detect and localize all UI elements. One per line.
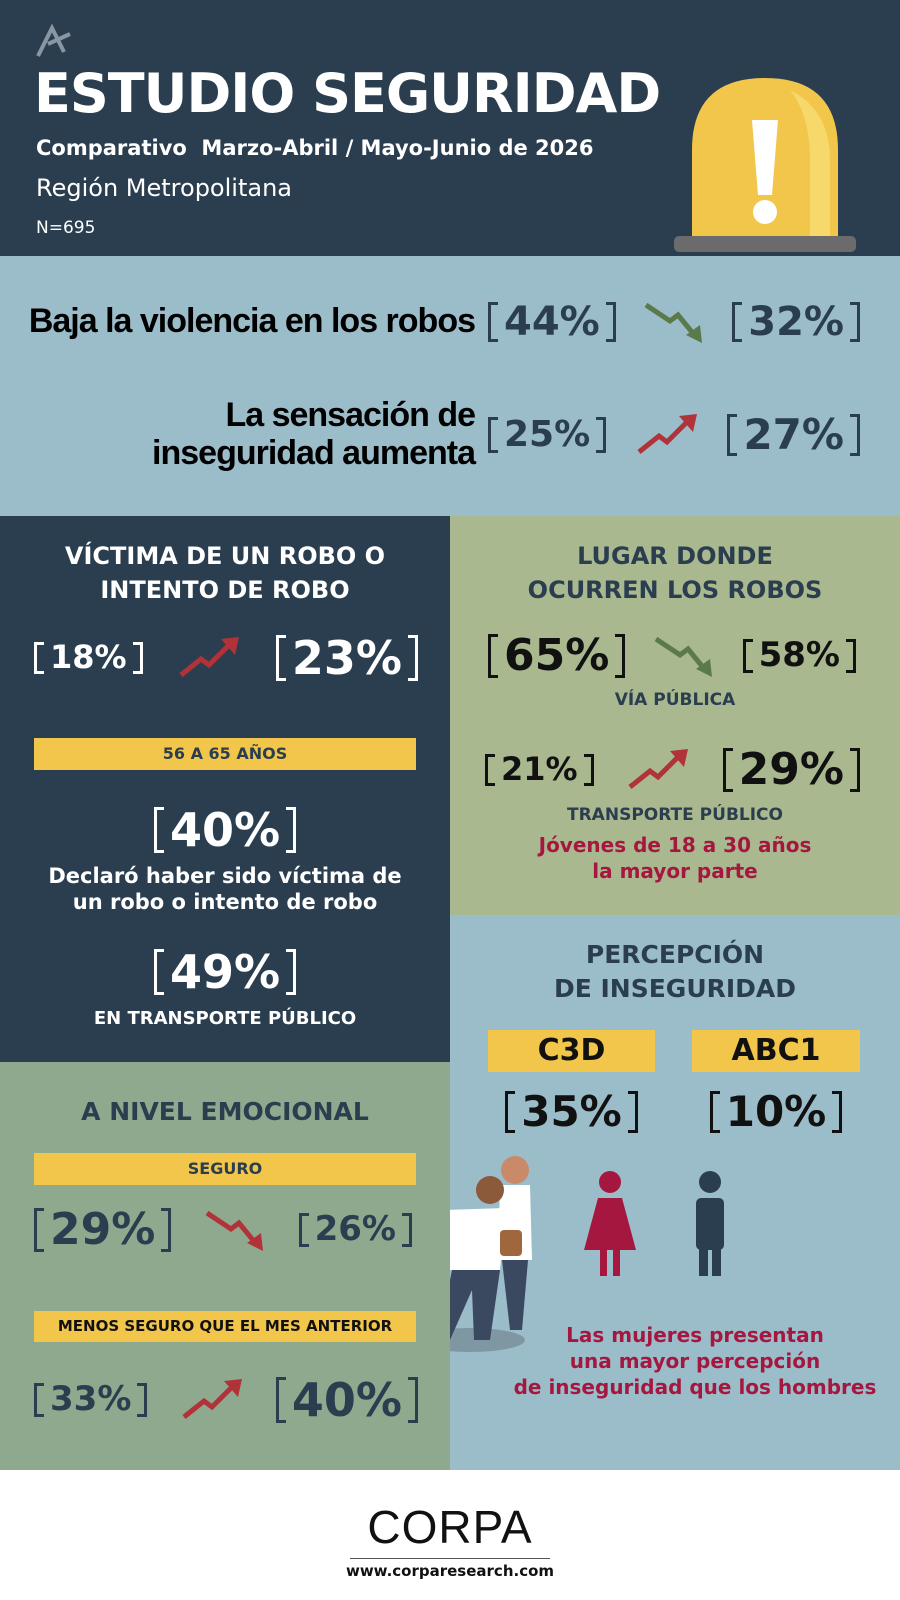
item-label: SEGURO — [34, 1153, 416, 1185]
section-title: DE INSEGURIDAD — [553, 974, 797, 1003]
value-before: 33% — [34, 1380, 148, 1418]
place-label: TRANSPORTE PÚBLICO — [567, 805, 783, 825]
value-before: 29% — [34, 1205, 172, 1254]
age-value: 40% — [153, 805, 297, 856]
value-before: 65% — [488, 631, 626, 680]
perception-note: una mayor percepción — [569, 1349, 821, 1373]
divider — [350, 1558, 550, 1559]
value-after: 40% — [275, 1375, 419, 1426]
arrow-up — [628, 749, 689, 789]
arrow-up — [179, 637, 240, 677]
subtitle: Comparativo Marzo-Abril / Mayo-Junio de … — [36, 136, 594, 160]
value-after: 32% — [732, 300, 860, 344]
section-title: INTENTO DE ROBO — [100, 576, 350, 604]
arrow-down — [205, 1210, 263, 1251]
value-after: 23% — [275, 633, 419, 684]
section-title: A NIVEL EMOCIONAL — [81, 1097, 369, 1126]
victims-panel — [0, 516, 450, 1062]
place-note: Jóvenes de 18 a 30 años — [538, 833, 812, 857]
sample: N=695 — [36, 218, 96, 238]
value-before: 25% — [488, 415, 607, 455]
place-note: la mayor parte — [592, 859, 758, 883]
group-name: ABC1 — [692, 1030, 860, 1072]
transport-value: 49% — [153, 947, 297, 998]
value-after: 27% — [727, 411, 860, 458]
perception-note: de inseguridad que los hombres — [513, 1375, 877, 1399]
place-label: VÍA PÚBLICA — [614, 690, 736, 710]
section-title: LUGAR DONDE — [577, 542, 773, 570]
value-after: 26% — [298, 1210, 413, 1248]
arrow-up — [182, 1379, 242, 1419]
url: www.corparesearch.com — [345, 1562, 555, 1580]
arrow-down — [644, 302, 702, 343]
region: Región Metropolitana — [36, 174, 292, 202]
item-label: MENOS SEGURO QUE EL MES ANTERIOR — [34, 1311, 416, 1342]
section-title: OCURREN LOS ROBOS — [527, 576, 823, 604]
value-after: 29% — [722, 745, 861, 794]
age-group: 56 A 65 AÑOS — [34, 738, 416, 770]
arrow-up — [637, 414, 697, 454]
logo-icon — [36, 24, 71, 57]
age-note: un robo o intento de robo — [72, 890, 378, 914]
age-note: Declaró haber sido víctima de — [48, 864, 402, 888]
alarm-illustration — [674, 78, 856, 252]
arrow-down — [654, 636, 712, 677]
value-before: 44% — [488, 300, 616, 344]
value-before: 21% — [485, 752, 594, 787]
group-value: 10% — [709, 1088, 843, 1135]
brand: CORPA — [367, 1501, 533, 1553]
highlight-label: Baja la violencia en los robos — [28, 302, 476, 340]
perception-note: Las mujeres presentan — [566, 1323, 824, 1347]
places-panel — [450, 516, 900, 915]
section-title: VÍCTIMA DE UN ROBO O — [64, 542, 386, 570]
group-name: C3D — [488, 1030, 655, 1072]
transport-label: EN TRANSPORTE PÚBLICO — [93, 1008, 357, 1029]
highlights-band — [0, 256, 900, 516]
value-after: 58% — [742, 636, 857, 674]
highlight-label: inseguridad aumenta — [152, 434, 476, 472]
group-value: 35% — [505, 1088, 638, 1135]
emotional-panel — [0, 1062, 450, 1470]
people-illustration — [415, 1156, 724, 1352]
section-title: PERCEPCIÓN — [585, 940, 765, 969]
value-before: 18% — [34, 640, 143, 675]
title: ESTUDIO SEGURIDAD — [34, 62, 661, 125]
highlight-label: La sensación de — [225, 396, 476, 434]
